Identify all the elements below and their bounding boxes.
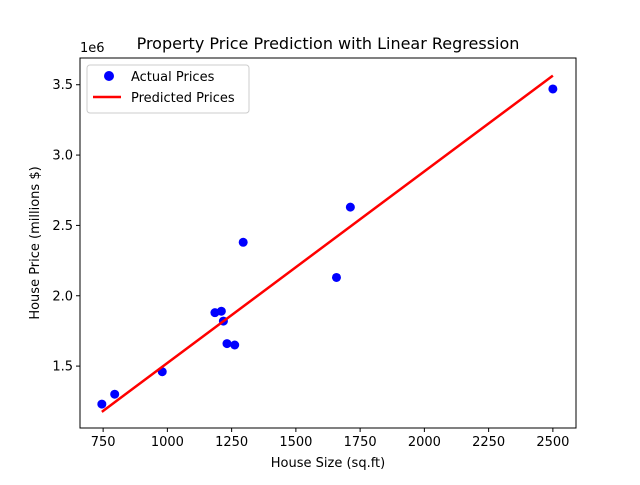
data-point-actual (238, 237, 248, 247)
data-point-actual (548, 84, 558, 94)
legend: Actual Prices Predicted Prices (86, 64, 250, 114)
x-tick-label: 2500 (536, 435, 569, 450)
y-axis-label: House Price (millions $) (28, 166, 43, 319)
y-tick-label: 1.5 (52, 360, 73, 375)
x-tick-label: 1750 (344, 435, 377, 450)
legend-label-actual: Actual Prices (131, 70, 215, 85)
regression-line-predicted (101, 74, 554, 413)
x-axis-label: House Size (sq.ft) (271, 456, 385, 471)
x-axis-ticks: 750 1000 1250 1500 1750 2000 2250 2500 (91, 428, 569, 450)
data-point-actual (222, 339, 232, 349)
data-point-actual (230, 340, 240, 350)
data-point-actual (97, 399, 107, 409)
legend-box (86, 64, 250, 114)
y-axis-ticks: 1.5 2.0 2.5 3.0 3.5 (52, 78, 80, 375)
x-tick-label: 750 (91, 435, 116, 450)
legend-marker-actual (104, 71, 114, 81)
legend-label-predicted: Predicted Prices (131, 91, 235, 106)
x-tick-label: 2250 (472, 435, 505, 450)
x-tick-label: 1500 (279, 435, 312, 450)
y-tick-label: 2.5 (52, 219, 73, 234)
x-tick-label: 2000 (408, 435, 441, 450)
x-tick-label: 1000 (151, 435, 184, 450)
data-point-actual (216, 306, 226, 316)
x-tick-label: 1250 (215, 435, 248, 450)
chart-title: Property Price Prediction with Linear Re… (137, 34, 520, 53)
data-point-actual (331, 272, 341, 282)
y-tick-label: 3.0 (52, 149, 73, 164)
plot-area (97, 74, 558, 413)
y-tick-label: 2.0 (52, 289, 73, 304)
data-point-actual (345, 202, 355, 212)
data-point-actual (110, 389, 120, 399)
y-offset-label: 1e6 (80, 41, 105, 56)
y-tick-label: 3.5 (52, 78, 73, 93)
axes-frame (79, 57, 577, 429)
